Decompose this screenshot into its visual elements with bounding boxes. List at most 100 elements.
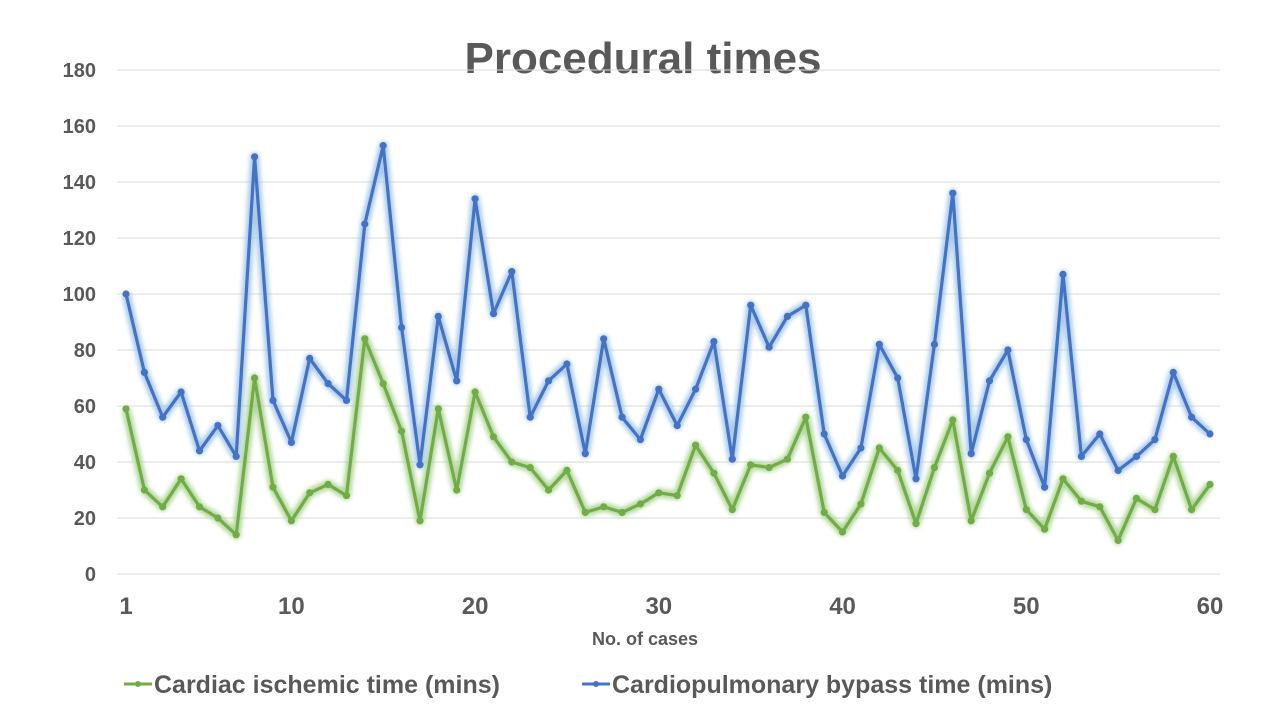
data-point[interactable] xyxy=(1151,436,1159,444)
data-point[interactable] xyxy=(140,368,148,376)
data-point[interactable] xyxy=(1132,494,1141,502)
data-point[interactable] xyxy=(820,508,828,516)
data-point[interactable] xyxy=(195,503,204,511)
data-point[interactable] xyxy=(747,301,755,309)
data-point[interactable] xyxy=(526,413,534,421)
data-point[interactable] xyxy=(489,310,498,318)
data-point[interactable] xyxy=(545,486,553,494)
data-point[interactable] xyxy=(728,506,736,514)
data-point[interactable] xyxy=(471,388,479,396)
data-point[interactable] xyxy=(692,441,700,449)
data-point[interactable] xyxy=(1077,452,1085,460)
data-point[interactable] xyxy=(894,374,902,382)
data-point[interactable] xyxy=(747,461,755,469)
data-point[interactable] xyxy=(728,455,736,463)
data-point[interactable] xyxy=(894,466,902,474)
data-point[interactable] xyxy=(1132,452,1141,460)
data-point[interactable] xyxy=(673,492,681,500)
data-point[interactable] xyxy=(912,520,920,528)
data-point[interactable] xyxy=(912,475,920,483)
data-point[interactable] xyxy=(361,335,369,343)
data-point[interactable] xyxy=(1096,503,1104,511)
data-point[interactable] xyxy=(232,452,240,460)
data-point[interactable] xyxy=(269,483,277,491)
data-point[interactable] xyxy=(1206,430,1214,438)
data-point[interactable] xyxy=(802,301,810,309)
data-point[interactable] xyxy=(453,486,461,494)
data-point[interactable] xyxy=(232,531,240,539)
data-point[interactable] xyxy=(195,447,204,455)
data-point[interactable] xyxy=(398,427,406,435)
data-point[interactable] xyxy=(857,444,865,452)
data-point[interactable] xyxy=(508,268,516,276)
data-point[interactable] xyxy=(600,335,608,343)
data-point[interactable] xyxy=(269,396,277,404)
data-point[interactable] xyxy=(251,153,259,161)
data-point[interactable] xyxy=(655,385,663,393)
data-point[interactable] xyxy=(1022,506,1030,514)
data-point[interactable] xyxy=(214,422,222,430)
data-point[interactable] xyxy=(930,464,939,472)
data-point[interactable] xyxy=(324,480,332,488)
data-point[interactable] xyxy=(177,475,185,483)
data-point[interactable] xyxy=(251,374,259,382)
data-point[interactable] xyxy=(1114,536,1122,545)
data-point[interactable] xyxy=(398,324,406,332)
data-point[interactable] xyxy=(1041,483,1049,491)
data-point[interactable] xyxy=(1041,525,1049,533)
data-point[interactable] xyxy=(361,220,369,228)
data-point[interactable] xyxy=(306,354,314,362)
data-point[interactable] xyxy=(581,450,589,458)
data-point[interactable] xyxy=(471,195,479,203)
data-point[interactable] xyxy=(1169,452,1177,460)
data-point[interactable] xyxy=(342,492,351,500)
data-point[interactable] xyxy=(838,528,847,536)
data-point[interactable] xyxy=(985,377,994,385)
data-point[interactable] xyxy=(581,508,589,516)
data-point[interactable] xyxy=(875,444,883,452)
data-point[interactable] xyxy=(875,340,883,348)
data-point[interactable] xyxy=(287,517,295,525)
data-point[interactable] xyxy=(967,517,975,525)
data-point[interactable] xyxy=(159,503,167,511)
data-point[interactable] xyxy=(342,396,351,404)
data-point[interactable] xyxy=(765,464,773,472)
data-point[interactable] xyxy=(379,142,387,150)
data-point[interactable] xyxy=(710,469,718,477)
data-point[interactable] xyxy=(379,380,387,388)
data-point[interactable] xyxy=(636,500,645,508)
legend-item-ischemic[interactable]: Cardiac ischemic time (mins) xyxy=(124,671,500,699)
data-point[interactable] xyxy=(563,360,571,368)
data-point[interactable] xyxy=(453,377,461,385)
legend-item-bypass[interactable]: Cardiopulmonary bypass time (mins) xyxy=(582,671,1052,699)
data-point[interactable] xyxy=(783,455,792,463)
data-point[interactable] xyxy=(159,413,167,421)
data-point[interactable] xyxy=(618,508,626,516)
data-point[interactable] xyxy=(526,464,534,472)
data-point[interactable] xyxy=(434,405,442,413)
data-point[interactable] xyxy=(673,422,681,430)
data-point[interactable] xyxy=(563,466,571,474)
data-point[interactable] xyxy=(1022,436,1030,444)
data-point[interactable] xyxy=(710,338,718,346)
data-point[interactable] xyxy=(545,377,553,385)
data-point[interactable] xyxy=(765,343,773,351)
data-point[interactable] xyxy=(416,517,424,525)
data-point[interactable] xyxy=(930,340,939,348)
data-point[interactable] xyxy=(949,189,957,197)
data-point[interactable] xyxy=(655,489,663,497)
data-point[interactable] xyxy=(1096,430,1104,438)
data-point[interactable] xyxy=(1059,475,1067,483)
data-point[interactable] xyxy=(177,388,185,396)
data-point[interactable] xyxy=(287,438,295,446)
data-point[interactable] xyxy=(214,514,222,522)
data-point[interactable] xyxy=(508,458,516,466)
data-point[interactable] xyxy=(140,486,148,494)
data-point[interactable] xyxy=(1059,270,1067,278)
data-point[interactable] xyxy=(122,405,130,413)
data-point[interactable] xyxy=(324,380,332,388)
data-point[interactable] xyxy=(600,503,608,511)
data-point[interactable] xyxy=(967,450,975,458)
data-point[interactable] xyxy=(306,489,314,497)
data-point[interactable] xyxy=(489,433,498,441)
